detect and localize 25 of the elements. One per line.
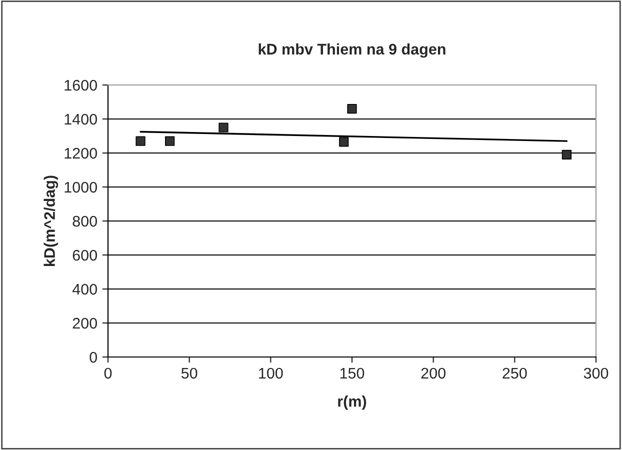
chart-title: kD mbv Thiem na 9 dagen <box>258 43 446 58</box>
y-tick-label: 800 <box>72 216 97 227</box>
x-tick-label: 150 <box>340 368 364 379</box>
x-tick-label: 200 <box>421 368 446 379</box>
x-axis-title: r(m) <box>338 396 366 410</box>
x-tick-label: 0 <box>104 368 112 379</box>
y-axis-title: kD(m^2/dag) <box>44 176 58 266</box>
point <box>339 137 349 147</box>
y-tick-label: 1600 <box>64 80 97 91</box>
y-tick-label: 600 <box>72 250 97 261</box>
y-tick-label: 400 <box>72 284 97 295</box>
y-tick-label: 1400 <box>64 114 97 125</box>
point <box>347 104 357 114</box>
x-tick-label: 300 <box>584 368 608 379</box>
x-tick-label: 50 <box>181 368 198 379</box>
y-tick-label: 200 <box>72 318 97 329</box>
y-tick-label: 1000 <box>64 182 97 193</box>
point <box>218 122 228 132</box>
point <box>562 150 572 160</box>
x-tick-label: 100 <box>259 368 283 379</box>
point <box>136 136 146 146</box>
x-tick-label: 250 <box>502 368 527 379</box>
y-tick-label: 1200 <box>64 148 97 159</box>
y-tick-label: 0 <box>90 352 97 363</box>
point <box>165 136 175 146</box>
